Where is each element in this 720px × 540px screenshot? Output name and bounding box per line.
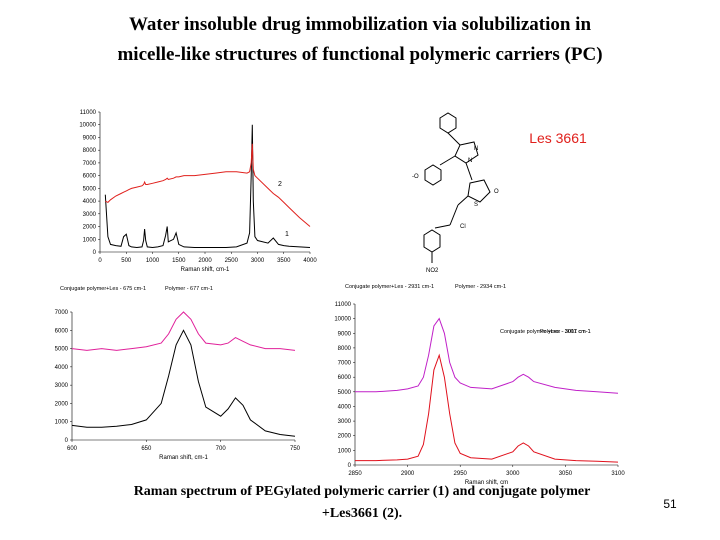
y-tick-label: 2000 bbox=[338, 434, 352, 440]
series-line bbox=[105, 143, 311, 227]
y-tick-label: 9000 bbox=[83, 135, 97, 141]
x-tick-label: 700 bbox=[216, 446, 227, 452]
x-tick-label: 750 bbox=[290, 446, 301, 452]
y-tick-label: 10000 bbox=[334, 317, 351, 323]
y-tick-label: 9000 bbox=[338, 331, 352, 337]
atom-label: -O bbox=[412, 174, 419, 180]
series-label: 2 bbox=[278, 181, 282, 188]
y-tick-label: 2000 bbox=[55, 401, 69, 407]
y-tick-label: 3000 bbox=[338, 419, 352, 425]
x-tick-label: 3050 bbox=[559, 471, 573, 477]
y-tick-label: 6000 bbox=[55, 328, 69, 334]
x-tick-label: 1000 bbox=[146, 258, 160, 264]
atom-label: N bbox=[474, 146, 478, 152]
atom-label: S bbox=[474, 202, 478, 208]
x-tick-label: 3000 bbox=[506, 471, 520, 477]
y-tick-label: 4000 bbox=[55, 365, 69, 371]
y-tick-label: 7000 bbox=[55, 310, 69, 316]
y-tick-label: 5000 bbox=[83, 186, 97, 192]
caption-line: Raman spectrum of PEGylated polymeric ca… bbox=[134, 484, 591, 499]
annotation: Conjugate polymer +Les - 3007 cm-1 bbox=[500, 329, 591, 335]
series-line bbox=[71, 311, 296, 351]
annotation: Polymer - 3011 cm-1 bbox=[540, 329, 591, 335]
y-tick-label: 7000 bbox=[338, 361, 352, 367]
y-tick-label: 3000 bbox=[83, 212, 97, 218]
y-tick-label: 4000 bbox=[338, 404, 352, 410]
annotation: Polymer - 677 cm-1 bbox=[165, 286, 213, 292]
y-tick-label: 5000 bbox=[338, 390, 352, 396]
annotation: Polymer - 2934 cm-1 bbox=[455, 284, 506, 290]
atom-label: NO2 bbox=[426, 268, 439, 274]
atom-label: Cl bbox=[460, 224, 466, 230]
x-tick-label: 500 bbox=[121, 258, 132, 264]
x-axis-label: Raman shift, cm bbox=[465, 480, 508, 486]
title-line: Water insoluble drug immobilization via … bbox=[129, 14, 591, 35]
atom-label: O bbox=[494, 189, 499, 195]
x-tick-label: 650 bbox=[141, 446, 152, 452]
y-tick-label: 1000 bbox=[55, 420, 69, 426]
x-axis-label: Raman shift, cm-1 bbox=[181, 267, 230, 273]
x-tick-label: 2500 bbox=[225, 258, 239, 264]
series-label: 1 bbox=[285, 231, 289, 238]
y-tick-label: 0 bbox=[93, 250, 97, 256]
y-tick-label: 1000 bbox=[83, 237, 97, 243]
y-tick-label: 11000 bbox=[80, 110, 97, 116]
x-tick-label: 3100 bbox=[611, 471, 625, 477]
annotation: Conjugate polymer+Les - 2931 cm-1 bbox=[345, 284, 434, 290]
x-tick-label: 3000 bbox=[251, 258, 265, 264]
x-tick-label: 3500 bbox=[277, 258, 291, 264]
y-tick-label: 4000 bbox=[83, 199, 97, 205]
x-tick-label: 2900 bbox=[401, 471, 415, 477]
y-tick-label: 7000 bbox=[83, 161, 97, 167]
title-line: micelle-like structures of functional po… bbox=[117, 44, 602, 65]
y-tick-label: 0 bbox=[348, 463, 352, 469]
structure bbox=[423, 112, 491, 263]
y-tick-label: 10000 bbox=[79, 123, 96, 129]
annotation: Conjugate polymer+Les - 675 cm-1 bbox=[60, 286, 146, 292]
x-tick-label: 2950 bbox=[454, 471, 468, 477]
y-tick-label: 1000 bbox=[338, 448, 352, 454]
x-axis-label: Raman shift, cm-1 bbox=[159, 455, 208, 461]
x-tick-label: 2000 bbox=[198, 258, 212, 264]
x-tick-label: 2850 bbox=[348, 471, 362, 477]
caption-line: +Les3661 (2). bbox=[322, 506, 402, 521]
y-tick-label: 11000 bbox=[335, 302, 352, 308]
x-tick-label: 1500 bbox=[172, 258, 186, 264]
y-tick-label: 6000 bbox=[83, 174, 97, 180]
page-number: 51 bbox=[663, 497, 677, 511]
y-tick-label: 8000 bbox=[83, 148, 97, 154]
y-tick-label: 6000 bbox=[338, 375, 352, 381]
y-tick-label: 2000 bbox=[83, 225, 97, 231]
y-tick-label: 0 bbox=[65, 438, 69, 444]
x-tick-label: 0 bbox=[98, 258, 102, 264]
atom-label: N bbox=[468, 158, 472, 164]
compound-label: Les 3661 bbox=[529, 130, 587, 146]
y-tick-label: 8000 bbox=[338, 346, 352, 352]
series-line bbox=[355, 353, 619, 463]
series-line bbox=[355, 317, 619, 394]
y-tick-label: 5000 bbox=[55, 347, 69, 353]
series-line bbox=[71, 329, 296, 437]
x-tick-label: 4000 bbox=[303, 258, 317, 264]
x-tick-label: 600 bbox=[67, 446, 78, 452]
series-line bbox=[104, 124, 311, 249]
y-tick-label: 3000 bbox=[55, 383, 69, 389]
